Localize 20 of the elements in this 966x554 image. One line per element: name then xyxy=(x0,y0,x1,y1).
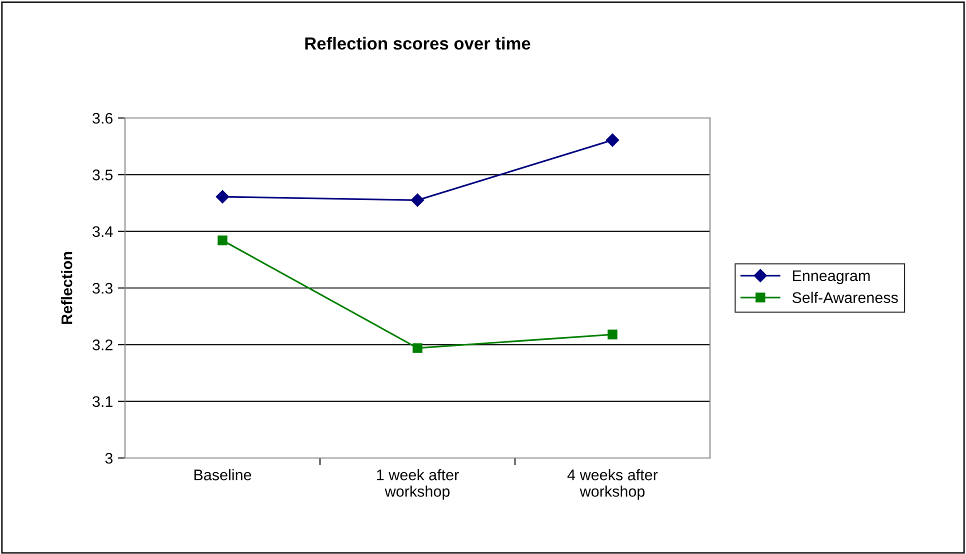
y-tick-label: 3 xyxy=(105,452,113,464)
point xyxy=(410,194,424,207)
y-tick-label: 3.6 xyxy=(92,112,113,124)
point xyxy=(608,330,618,340)
point xyxy=(412,343,422,353)
y-tick-label: 3.1 xyxy=(92,396,112,408)
point xyxy=(218,236,228,246)
y-tick-label: 3.2 xyxy=(92,340,112,350)
point xyxy=(216,190,230,204)
chart-title: Reflection scores over time xyxy=(305,36,530,50)
legend-label: Enneagram xyxy=(792,270,870,284)
y-tick-label: 3.4 xyxy=(92,226,113,238)
legend-label: Self-Awareness xyxy=(792,292,898,304)
y-tick-label: 3.3 xyxy=(92,282,113,294)
x-tick-label: Baseline xyxy=(194,469,252,480)
y-tick-label: 3.5 xyxy=(92,170,113,180)
x-tick-label: 1 week after workshop xyxy=(377,469,459,500)
point xyxy=(606,134,620,147)
x-tick-label: 4 weeks after workshop xyxy=(567,469,658,500)
y-axis-title: Reflection xyxy=(61,252,72,324)
